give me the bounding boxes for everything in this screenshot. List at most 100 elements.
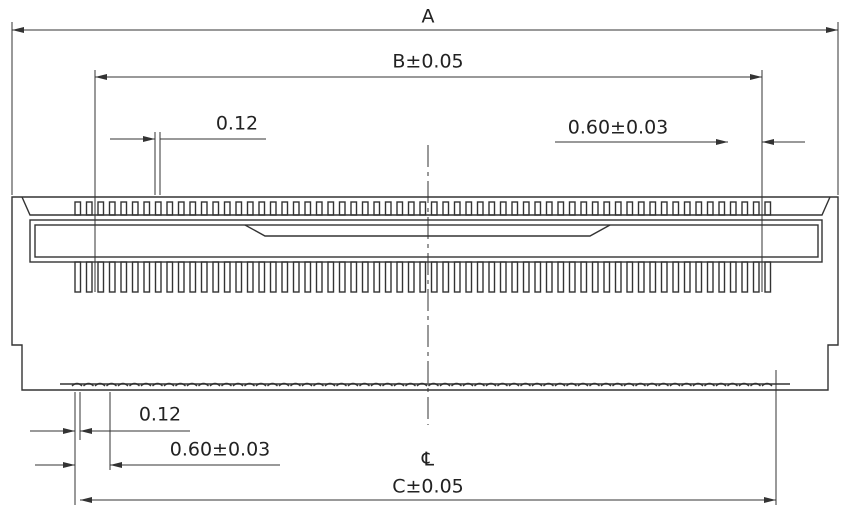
pin — [200, 261, 208, 293]
pin — [614, 261, 622, 293]
pin — [212, 201, 220, 216]
pin — [108, 201, 116, 216]
pin — [74, 201, 82, 216]
pin — [120, 261, 128, 293]
channel — [29, 219, 823, 263]
pin — [212, 261, 220, 293]
pin — [568, 261, 576, 293]
pin — [660, 261, 668, 293]
pin — [706, 261, 714, 293]
pin — [85, 261, 93, 293]
pin — [166, 201, 174, 216]
pin — [465, 261, 473, 293]
pin — [327, 261, 335, 293]
pin — [488, 201, 496, 216]
pin — [591, 201, 599, 216]
pin — [350, 261, 358, 293]
dimension-label: 0.12 — [216, 113, 258, 135]
pin — [499, 201, 507, 216]
pin — [695, 201, 703, 216]
pin — [649, 201, 657, 216]
pin — [534, 261, 542, 293]
pin — [373, 261, 381, 293]
pin — [683, 261, 691, 293]
dimension-label: A — [422, 6, 435, 28]
pin — [626, 201, 634, 216]
pin — [649, 261, 657, 293]
pin — [764, 261, 772, 293]
pin — [476, 201, 484, 216]
pin — [292, 201, 300, 216]
pin — [154, 201, 162, 216]
pin — [361, 201, 369, 216]
pin — [626, 261, 634, 293]
pin — [223, 261, 231, 293]
pin — [511, 261, 519, 293]
dimension-label: 0.60±0.03 — [170, 439, 271, 461]
pin — [74, 261, 82, 293]
pin — [557, 261, 565, 293]
pin — [660, 201, 668, 216]
pin — [189, 201, 197, 216]
pin — [200, 201, 208, 216]
pins — [71, 201, 773, 387]
pin — [258, 201, 266, 216]
pin — [522, 261, 530, 293]
pin — [407, 261, 415, 293]
pin — [269, 201, 277, 216]
pin — [407, 201, 415, 216]
pin — [304, 201, 312, 216]
pin — [695, 261, 703, 293]
pin — [246, 201, 254, 216]
pin — [315, 201, 323, 216]
pin — [706, 201, 714, 216]
dimension-label: B±0.05 — [392, 51, 463, 73]
pin — [430, 261, 438, 293]
pin — [85, 201, 93, 216]
pin — [361, 261, 369, 293]
pin — [177, 201, 185, 216]
pin — [741, 261, 749, 293]
pin — [752, 261, 760, 293]
pin — [235, 261, 243, 293]
pin — [580, 201, 588, 216]
pin — [97, 201, 105, 216]
pin — [511, 201, 519, 216]
pin — [292, 261, 300, 293]
pin — [637, 261, 645, 293]
centerline-symbol: ℄ — [421, 449, 435, 471]
pin — [223, 201, 231, 216]
pin — [281, 201, 289, 216]
pin — [683, 201, 691, 216]
pin — [131, 261, 139, 293]
pin — [338, 201, 346, 216]
pin — [327, 201, 335, 216]
pin — [97, 261, 105, 293]
pin — [143, 201, 151, 216]
pin — [396, 261, 404, 293]
pin — [465, 201, 473, 216]
pin — [637, 201, 645, 216]
pin — [499, 261, 507, 293]
pin — [729, 201, 737, 216]
pin — [603, 261, 611, 293]
pin — [235, 201, 243, 216]
pin — [384, 261, 392, 293]
pin — [143, 261, 151, 293]
pin — [522, 201, 530, 216]
pin — [557, 201, 565, 216]
dimension-label: C±0.05 — [392, 476, 464, 498]
pin — [442, 261, 450, 293]
pin — [154, 261, 162, 293]
pin — [545, 201, 553, 216]
pin — [304, 261, 312, 293]
pin — [246, 261, 254, 293]
housing — [11, 196, 839, 391]
pin — [396, 201, 404, 216]
pin — [614, 201, 622, 216]
pin — [338, 261, 346, 293]
pin — [568, 201, 576, 216]
pin — [534, 201, 542, 216]
pin — [488, 261, 496, 293]
pin — [672, 201, 680, 216]
